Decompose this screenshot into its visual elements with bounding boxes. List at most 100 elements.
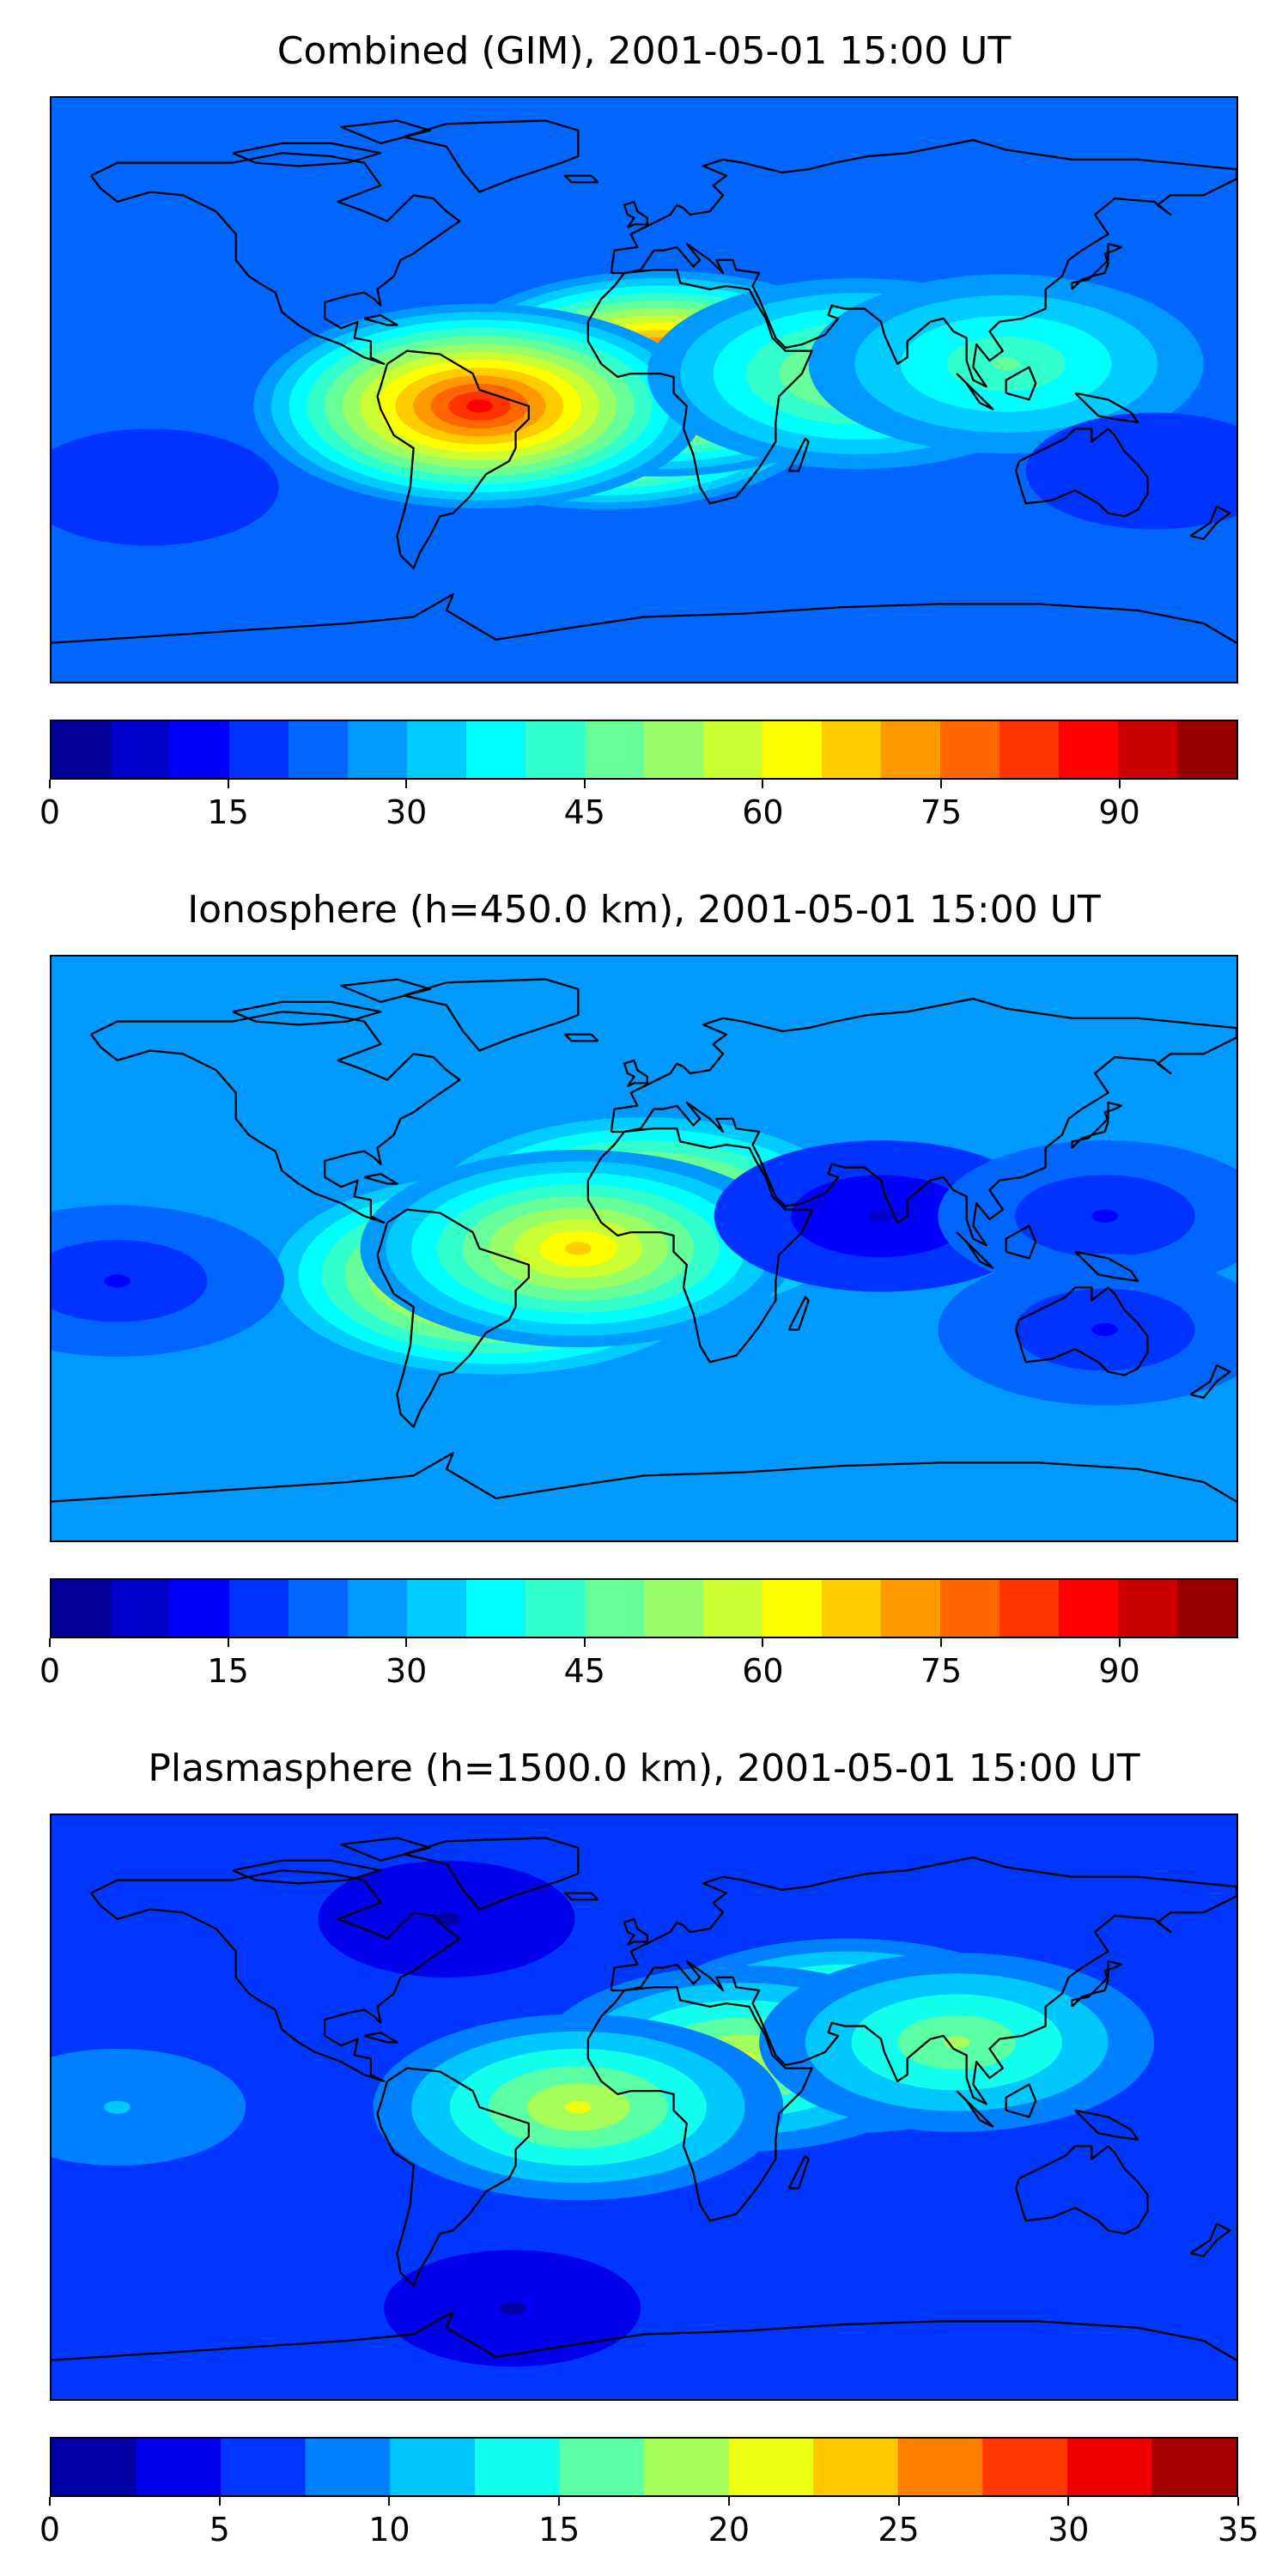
colorbar-tick bbox=[762, 1638, 764, 1647]
coastline bbox=[563, 1892, 599, 1901]
colorbar-tick bbox=[1118, 1638, 1121, 1647]
colorbar-tick bbox=[940, 780, 942, 788]
coastline bbox=[1074, 2109, 1139, 2141]
colorbar-tick-label: 0 bbox=[39, 1652, 61, 1690]
colorbar-ticks: 0 15 30 45 60 75 90 bbox=[39, 1638, 1238, 1707]
coastline bbox=[340, 978, 431, 1003]
coastline bbox=[586, 1127, 813, 1364]
colorbar-swatch bbox=[1059, 1580, 1119, 1637]
colorbar bbox=[50, 1578, 1238, 1638]
contour-band bbox=[1091, 1209, 1118, 1223]
contour-feature-6 bbox=[384, 2250, 641, 2367]
colorbar-swatch bbox=[644, 2439, 730, 2495]
contour-band bbox=[867, 1209, 895, 1223]
colorbar-swatch bbox=[348, 1580, 408, 1637]
colorbar-svg bbox=[52, 721, 1236, 778]
colorbar-swatch bbox=[1066, 2439, 1153, 2495]
field-contours bbox=[52, 270, 1236, 546]
coastline bbox=[232, 1000, 382, 1026]
colorbar-swatch bbox=[221, 2439, 307, 2495]
tec-map-svg bbox=[52, 98, 1236, 682]
colorbar-swatch bbox=[1059, 721, 1119, 778]
coastline bbox=[376, 1208, 530, 1428]
colorbar-swatch bbox=[52, 721, 112, 778]
colorbar-tick-label: 60 bbox=[742, 793, 784, 831]
coastline bbox=[403, 1837, 580, 1911]
coastline bbox=[363, 313, 398, 326]
contour-band bbox=[104, 2100, 131, 2114]
contour-feature-2 bbox=[253, 303, 706, 509]
colorbar-tick bbox=[49, 1638, 51, 1647]
colorbar-swatch bbox=[881, 721, 941, 778]
colorbar-tick bbox=[405, 780, 408, 788]
contour-band bbox=[466, 399, 493, 413]
coastline bbox=[586, 269, 813, 505]
colorbar-swatch bbox=[813, 2439, 899, 2495]
coastline bbox=[623, 200, 648, 229]
colorbar-tick bbox=[897, 2497, 900, 2506]
coastline bbox=[363, 1172, 398, 1185]
colorbar-swatch bbox=[390, 2439, 476, 2495]
colorbar-swatch bbox=[1177, 1580, 1236, 1637]
colorbar-tick bbox=[49, 780, 51, 788]
coastline bbox=[956, 1231, 994, 1269]
contour-feature-3 bbox=[759, 1953, 1155, 2132]
colorbar-tick-label: 0 bbox=[39, 2511, 61, 2549]
colorbar-tick bbox=[940, 1638, 942, 1647]
colorbar-swatch bbox=[136, 2439, 222, 2495]
colorbar-tick bbox=[218, 2497, 221, 2506]
tec-map-svg bbox=[52, 1815, 1236, 2399]
colorbar-tick bbox=[727, 2497, 730, 2506]
contour-band bbox=[565, 1242, 592, 1255]
colorbar-tick-label: 75 bbox=[920, 1652, 963, 1690]
contour-band bbox=[104, 1274, 131, 1288]
contour-feature-2 bbox=[373, 2014, 784, 2201]
coastline bbox=[1005, 2083, 1037, 2118]
colorbar-swatch bbox=[52, 1580, 112, 1637]
colorbar-swatch bbox=[407, 721, 467, 778]
colorbar-tick-label: 30 bbox=[1048, 2511, 1090, 2549]
colorbar-ticks: 0 15 30 45 60 75 90 bbox=[39, 780, 1238, 848]
coastline bbox=[563, 174, 599, 184]
tec-map bbox=[50, 96, 1238, 683]
colorbar-tick bbox=[227, 1638, 229, 1647]
contour-feature-4 bbox=[808, 274, 1204, 454]
colorbar-tick-label: 35 bbox=[1217, 2511, 1260, 2549]
colorbar-swatch bbox=[999, 1580, 1060, 1637]
ionosphere-panel: Ionosphere (h=450.0 km), 2001-05-01 15:0… bbox=[0, 859, 1288, 1717]
colorbar-swatch bbox=[466, 721, 526, 778]
coastline bbox=[623, 1917, 648, 1947]
colorbar-swatch bbox=[1151, 2439, 1236, 2495]
contour-band bbox=[52, 428, 279, 546]
contour-feature-4 bbox=[52, 2049, 246, 2166]
colorbar-tick bbox=[1118, 780, 1121, 788]
colorbar-tick-label: 90 bbox=[1098, 1652, 1140, 1690]
coastline bbox=[563, 1033, 599, 1042]
colorbar-swatch bbox=[940, 721, 1000, 778]
coastline bbox=[1189, 2222, 1231, 2257]
colorbar-tick-label: 45 bbox=[563, 1652, 605, 1690]
coastline bbox=[787, 1296, 810, 1331]
colorbar-tick bbox=[1067, 2497, 1070, 2506]
colorbar-tick bbox=[558, 2497, 561, 2506]
coastline bbox=[1005, 1224, 1037, 1260]
colorbar-swatch bbox=[703, 1580, 763, 1637]
colorbar-swatch bbox=[111, 1580, 171, 1637]
colorbar-ticks: 0 5 10 15 20 25 30 35 bbox=[39, 2497, 1259, 2566]
colorbar-tick-label: 0 bbox=[39, 793, 61, 831]
colorbar-swatch bbox=[111, 721, 171, 778]
coastline bbox=[1074, 392, 1139, 423]
coastline bbox=[1015, 428, 1149, 518]
coastline-overlay bbox=[52, 978, 1236, 1503]
colorbar-swatch bbox=[170, 721, 230, 778]
colorbar-swatch bbox=[170, 1580, 230, 1637]
coastline bbox=[610, 138, 1236, 388]
colorbar-swatch bbox=[703, 721, 763, 778]
tec-map bbox=[50, 1814, 1238, 2401]
coastline bbox=[1015, 1286, 1149, 1376]
colorbar-swatch bbox=[999, 721, 1060, 778]
contour-feature-5 bbox=[1025, 412, 1236, 530]
colorbar-tick bbox=[227, 780, 229, 788]
coastline bbox=[1071, 242, 1122, 290]
colorbar-tick bbox=[405, 1638, 408, 1647]
